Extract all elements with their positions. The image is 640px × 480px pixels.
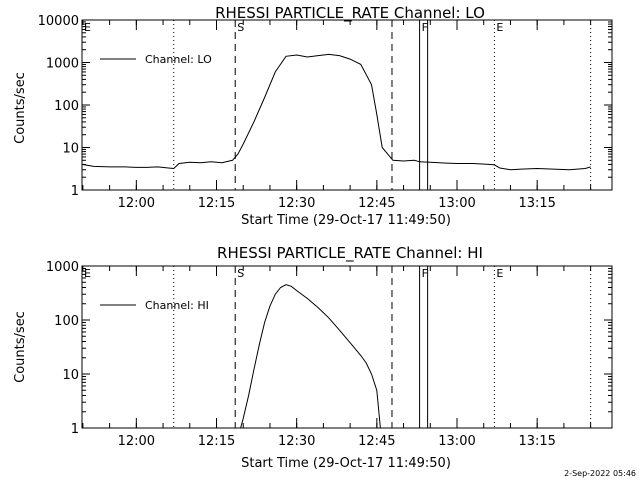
x-tick-label: 12:30 [278,196,315,211]
legend-entry: Channel: LO [145,53,212,66]
footer-timestamp: 2-Sep-2022 05:46 [564,469,636,478]
chart-title: RHESSI PARTICLE_RATE Channel: HI [217,244,483,263]
y-tick-label: 10 [62,142,79,157]
y-tick-label: 10 [62,368,79,383]
x-tick-label: 12:45 [358,196,395,211]
plot-frame [81,265,613,429]
x-tick-label: 12:00 [118,196,155,211]
event-marker-label: F [422,267,428,280]
event-marker-label: S [237,21,244,34]
series-line [81,53,591,171]
y-tick-label: 1000 [46,57,79,72]
y-tick-label: 1000 [46,260,79,275]
event-marker-label: F [422,21,428,34]
x-tick-label: 13:00 [438,196,475,211]
y-tick-label: 100 [54,99,79,114]
plot-area: E S F E 1 10 100 1000 10000 12:00 12:15 12:30 12:45 1… [38,14,613,211]
event-marker-label: E [84,21,91,34]
x-tick-label: 12:00 [118,434,155,449]
event-marker-label: E [496,21,503,34]
lo-channel-panel: RHESSI PARTICLE_RATE Channel: LO Counts/… [13,4,613,228]
event-marker-label: S [237,267,244,280]
y-tick-label: 1 [71,422,79,437]
series-line [240,284,381,429]
x-tick-label: 13:15 [518,196,555,211]
plot-frame [81,19,613,191]
hi-channel-panel: RHESSI PARTICLE_RATE Channel: HI Counts/… [13,244,613,471]
x-tick-label: 13:00 [438,434,475,449]
y-axis-label: Counts/sec [13,311,28,383]
x-axis-label: Start Time (29-Oct-17 11:49:50) [241,456,451,471]
x-tick-label: 12:15 [198,196,235,211]
event-marker-label: E [496,267,503,280]
x-axis-label: Start Time (29-Oct-17 11:49:50) [241,213,451,228]
y-tick-label: 100 [54,314,79,329]
legend-entry: Channel: HI [145,299,209,312]
x-tick-label: 12:15 [198,434,235,449]
plot-area: E S F E 1 10 100 1000 12:00 12:15 12:30 12:45 13:00 1… [46,260,613,449]
y-tick-label: 1 [71,184,79,199]
y-axis-label: Counts/sec [13,72,28,144]
y-tick-label: 10000 [38,14,79,29]
x-tick-label: 12:30 [278,434,315,449]
chart-title: RHESSI PARTICLE_RATE Channel: LO [215,4,485,23]
x-tick-label: 12:45 [358,434,395,449]
x-tick-label: 13:15 [518,434,555,449]
event-marker-label: E [84,267,91,280]
